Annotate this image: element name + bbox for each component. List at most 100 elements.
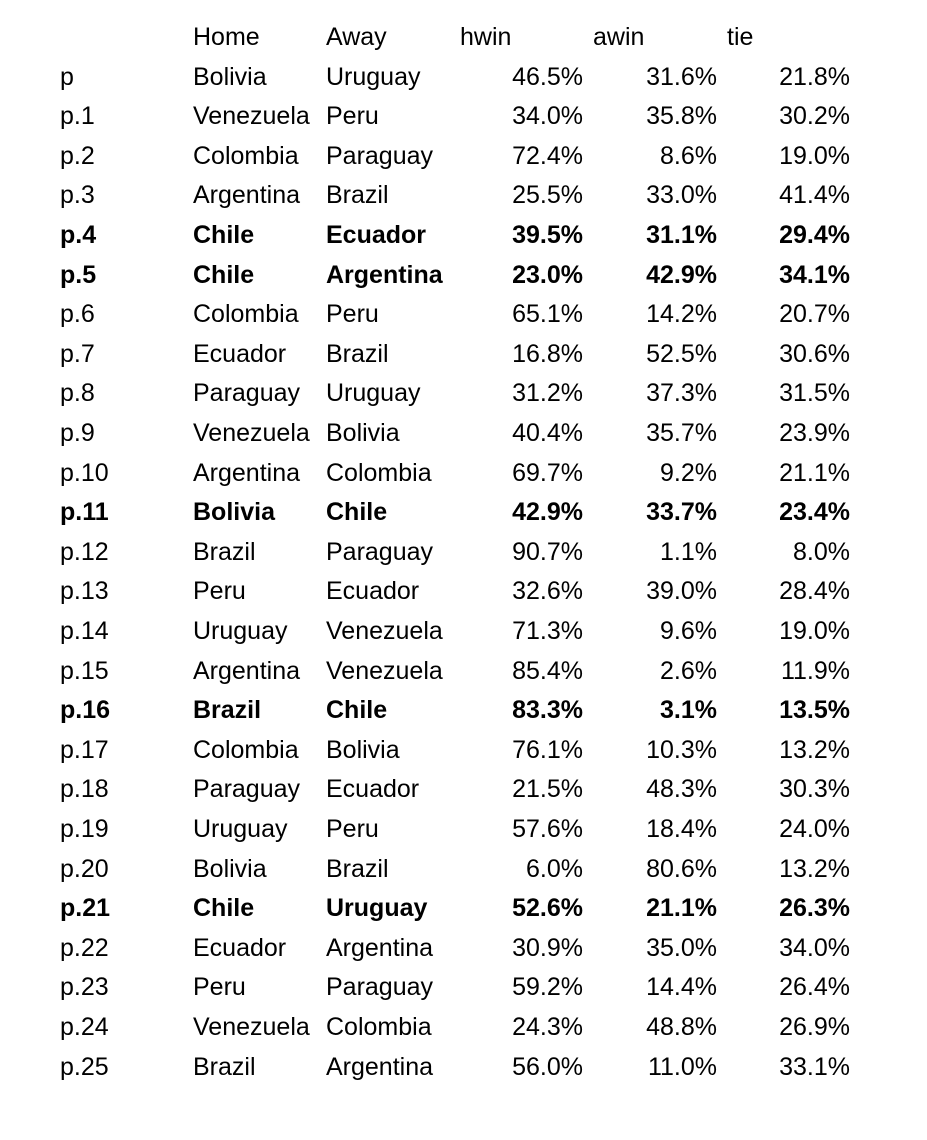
away-win-pct: 21.1%: [646, 894, 717, 923]
home-team: Colombia: [193, 300, 299, 329]
away-win-pct: 11.0%: [647, 1052, 717, 1081]
home-win-pct: 42.9%: [512, 498, 583, 527]
tie-pct: 19.0%: [779, 617, 850, 645]
away-team: Ecuador: [326, 577, 420, 606]
away-team: Chile: [326, 696, 388, 725]
home-win-pct: 52.6%: [512, 894, 583, 923]
header-awin: awin: [593, 23, 645, 51]
home-win-pct: 34.0%: [512, 102, 583, 131]
table-row: p.19 Uruguay Peru 57.6% 18.4% 24.0%: [0, 810, 927, 850]
row-label: p.14: [60, 617, 109, 645]
row-label: p.11: [60, 498, 109, 527]
home-team: Bolivia: [193, 62, 267, 91]
home-team: Venezuela: [193, 102, 310, 131]
tie-pct: 29.4%: [779, 221, 850, 249]
table-row: p.6 Colombia Peru 65.1% 14.2% 20.7%: [0, 295, 927, 335]
home-team: Peru: [193, 577, 246, 606]
row-label: p.25: [60, 1052, 109, 1081]
table-row: p.22 Ecuador Argentina 30.9% 35.0% 34.0%: [0, 929, 927, 969]
home-win-pct: 30.9%: [512, 933, 583, 962]
home-win-pct: 72.4%: [512, 141, 583, 170]
away-team: Peru: [326, 815, 379, 843]
tie-pct: 30.6%: [779, 339, 850, 368]
away-win-pct: 9.2%: [660, 458, 717, 487]
table-row: p.12 Brazil Paraguay 90.7% 1.1% 8.0%: [0, 533, 927, 573]
table-row: p.8 Paraguay Uruguay 31.2% 37.3% 31.5%: [0, 374, 927, 414]
table-row: p.1 Venezuela Peru 34.0% 35.8% 30.2%: [0, 97, 927, 137]
away-win-pct: 33.0%: [646, 181, 717, 210]
away-team: Uruguay: [326, 894, 428, 923]
away-team: Bolivia: [326, 735, 400, 764]
row-label: p.22: [60, 933, 109, 962]
tie-pct: 26.9%: [779, 1013, 850, 1041]
home-team: Chile: [193, 221, 255, 249]
home-win-pct: 56.0%: [512, 1052, 583, 1081]
away-team: Chile: [326, 498, 388, 527]
header-label: [60, 18, 180, 58]
home-team: Chile: [193, 894, 255, 923]
away-team: Peru: [326, 102, 379, 131]
row-label: p.24: [60, 1013, 109, 1041]
tie-pct: 31.5%: [779, 379, 850, 408]
table-row: p.5 Chile Argentina 23.0% 42.9% 34.1%: [0, 256, 927, 296]
home-win-pct: 24.3%: [512, 1013, 583, 1041]
away-team: Ecuador: [326, 221, 427, 249]
away-win-pct: 10.3%: [646, 735, 717, 764]
row-label: p.23: [60, 973, 109, 1002]
home-win-pct: 40.4%: [512, 419, 583, 447]
home-team: Venezuela: [193, 419, 310, 447]
row-label: p.20: [60, 854, 109, 883]
tie-pct: 34.1%: [779, 260, 850, 289]
home-win-pct: 32.6%: [512, 577, 583, 606]
row-label: p.6: [60, 300, 95, 329]
away-win-pct: 9.6%: [660, 617, 717, 645]
away-win-pct: 3.1%: [660, 696, 717, 725]
home-win-pct: 83.3%: [512, 696, 583, 725]
tie-pct: 41.4%: [779, 181, 850, 210]
table-row: p.17 Colombia Bolivia 76.1% 10.3% 13.2%: [0, 731, 927, 771]
home-win-pct: 59.2%: [512, 973, 583, 1002]
home-team: Colombia: [193, 141, 299, 170]
home-win-pct: 76.1%: [512, 735, 583, 764]
home-team: Brazil: [193, 537, 256, 566]
away-team: Ecuador: [326, 775, 420, 804]
away-win-pct: 18.4%: [646, 815, 717, 843]
away-team: Argentina: [326, 260, 443, 289]
row-label: p.18: [60, 775, 109, 804]
row-label: p.1: [60, 102, 95, 131]
home-team: Ecuador: [193, 933, 287, 962]
table-row: p.23 Peru Paraguay 59.2% 14.4% 26.4%: [0, 968, 927, 1008]
away-team: Argentina: [326, 1052, 434, 1081]
table-row: p.16 Brazil Chile 83.3% 3.1% 13.5%: [0, 691, 927, 731]
tie-pct: 13.5%: [779, 696, 850, 725]
tie-pct: 19.0%: [779, 141, 850, 170]
home-win-pct: 21.5%: [512, 775, 583, 804]
away-win-pct: 39.0%: [646, 577, 717, 606]
home-team: Colombia: [193, 735, 299, 764]
table-row: p.4 Chile Ecuador 39.5% 31.1% 29.4%: [0, 216, 927, 256]
table-row: p.3 Argentina Brazil 25.5% 33.0% 41.4%: [0, 176, 927, 216]
away-win-pct: 52.5%: [646, 339, 717, 368]
away-team: Uruguay: [326, 379, 421, 408]
away-team: Brazil: [326, 181, 389, 210]
away-win-pct: 2.6%: [660, 656, 717, 685]
tie-pct: 20.7%: [779, 300, 850, 329]
table-row: p.13 Peru Ecuador 32.6% 39.0% 28.4%: [0, 572, 927, 612]
away-win-pct: 8.6%: [660, 141, 717, 170]
row-label: p.8: [60, 379, 95, 408]
table-row: p.18 Paraguay Ecuador 21.5% 48.3% 30.3%: [0, 770, 927, 810]
home-team: Venezuela: [193, 1013, 310, 1041]
row-label: p.5: [60, 260, 97, 289]
home-win-pct: 6.0%: [526, 854, 583, 883]
table-row: p.2 Colombia Paraguay 72.4% 8.6% 19.0%: [0, 137, 927, 177]
row-label: p.15: [60, 656, 109, 685]
away-team: Paraguay: [326, 973, 434, 1002]
away-team: Paraguay: [326, 537, 434, 566]
row-label: p.10: [60, 458, 109, 487]
home-team: Paraguay: [193, 379, 301, 408]
home-team: Argentina: [193, 458, 301, 487]
away-win-pct: 35.7%: [646, 419, 717, 447]
home-win-pct: 71.3%: [512, 617, 583, 645]
row-label: p.4: [60, 221, 97, 249]
